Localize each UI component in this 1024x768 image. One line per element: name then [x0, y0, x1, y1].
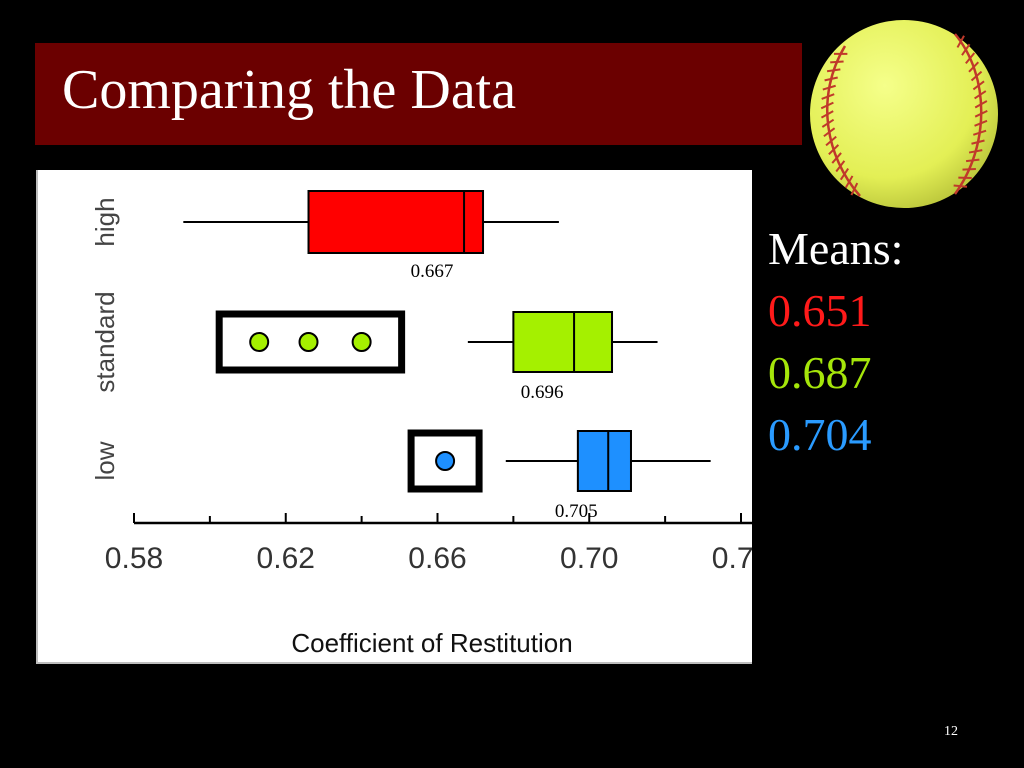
- softball-stitch: [820, 110, 834, 119]
- softball-stitch: [962, 167, 976, 171]
- softball-stitch: [971, 139, 985, 145]
- x-tick-label: 0.70: [560, 542, 618, 575]
- x-tick-label: 0.66: [408, 542, 466, 575]
- softball-stitch: [968, 149, 983, 154]
- means-label: Means:: [768, 223, 904, 274]
- y-category-label-low: low: [90, 441, 120, 480]
- x-tick-label: 0.74: [712, 542, 752, 575]
- box-plot-chart: 0.58 0.62 0.66 0.70 0.74 Coefficient of Resti…: [36, 170, 752, 664]
- softball-stitch: [820, 101, 834, 110]
- softball-stitch: [828, 144, 840, 156]
- page-number: 12: [944, 724, 958, 739]
- softball-stitch: [965, 158, 980, 163]
- softball-stitch: [974, 90, 987, 100]
- softball-icon: [805, 16, 1003, 212]
- median-label-high: 0.667: [411, 261, 454, 282]
- softball-stitch: [821, 93, 835, 100]
- softball-stitch: [823, 127, 836, 138]
- softball-stitch: [822, 84, 836, 91]
- y-category-label-standard: standard: [90, 291, 120, 392]
- outlier-point-standard: [298, 332, 319, 352]
- box-standard: [512, 311, 614, 373]
- x-axis-label: Coefficient of Restitution: [291, 628, 572, 658]
- softball-stitch: [968, 61, 980, 73]
- softball-stitch: [831, 152, 842, 164]
- softball-stitch: [824, 76, 838, 82]
- softball-stitch: [830, 60, 844, 64]
- softball-stitch: [839, 167, 850, 181]
- softball-stitch: [972, 80, 985, 91]
- softball-stitch: [825, 135, 837, 147]
- median-label-standard: 0.696: [521, 382, 564, 403]
- softball-stitch: [953, 184, 968, 188]
- softball-stitch: [965, 52, 976, 65]
- softball-stitch: [974, 109, 988, 118]
- box-high: [307, 190, 485, 254]
- x-tick-label: 0.62: [257, 542, 315, 575]
- box-low: [576, 430, 632, 492]
- softball-stitch: [821, 118, 835, 128]
- softball-stitch: [973, 129, 987, 136]
- softball-stitch: [956, 35, 965, 48]
- softball-stitch: [826, 68, 841, 73]
- mean-value-standard: 0.687: [768, 347, 872, 398]
- mean-value-high: 0.651: [768, 285, 872, 336]
- softball-stitch: [961, 43, 971, 56]
- softball-stitch: [974, 100, 988, 109]
- title-bar: [35, 43, 802, 145]
- softball-stitch: [970, 70, 983, 82]
- outlier-highlight-standard: [215, 310, 406, 374]
- y-category-label-high: high: [90, 197, 120, 246]
- outlier-point-low: [435, 451, 456, 471]
- median-label-low: 0.705: [555, 501, 598, 522]
- outlier-point-standard: [249, 332, 270, 352]
- x-tick-label: 0.58: [105, 542, 163, 575]
- softball-stitch: [974, 119, 988, 127]
- softball-stitch: [850, 182, 859, 196]
- outlier-highlight-low: [407, 429, 483, 493]
- mean-value-low: 0.704: [768, 409, 872, 460]
- slide-title: Comparing the Data: [62, 59, 517, 121]
- softball-stitch: [844, 175, 854, 189]
- softball-stitch: [835, 160, 846, 173]
- outlier-point-standard: [351, 332, 372, 352]
